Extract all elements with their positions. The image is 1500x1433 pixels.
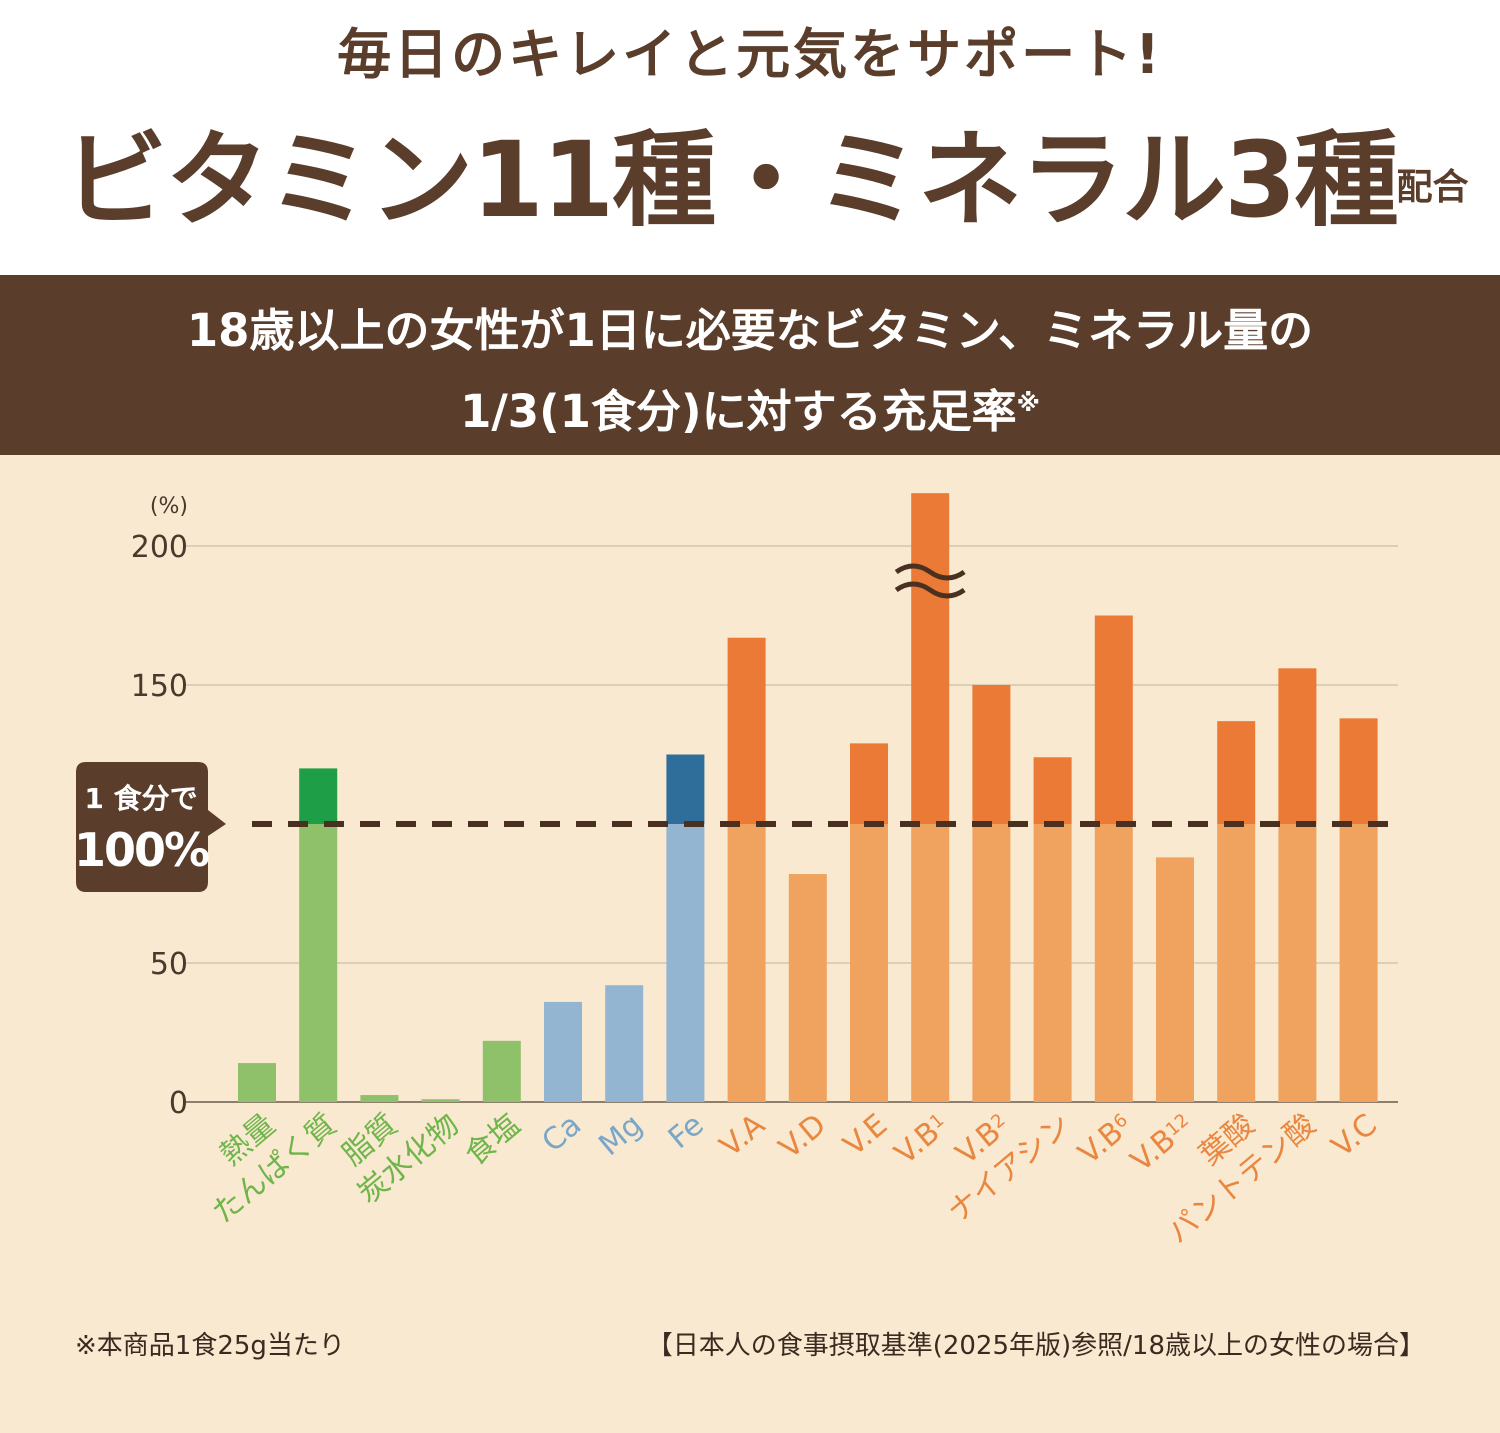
bar-V.D (788, 874, 827, 1102)
bar-excess-V.E (850, 743, 888, 824)
callout-line2: 100% (74, 823, 209, 877)
y-tick-label: 200 (131, 530, 188, 565)
x-tick-label: ナイアシン (941, 1107, 1077, 1229)
axis-break-icon (894, 581, 966, 599)
x-tick-label: V.E (837, 1107, 894, 1163)
y-tick-label: 0 (169, 1086, 188, 1121)
chart-title-line2: 1/3(1食分)に対する充足率 (460, 385, 1017, 438)
bar-食塩 (482, 1040, 521, 1102)
footer-note: ※本商品1食25g当たり (75, 1331, 345, 1361)
bar-Ca (544, 1001, 582, 1102)
bar-excess-パントテン酸 (1278, 668, 1317, 824)
bar-V.A (727, 824, 766, 1102)
headline-main: ビタミン11種・ミネラル3種 (63, 119, 1398, 241)
bar-excess-V.B6 (1094, 615, 1133, 824)
tagline: 毎日のキレイと元気をサポート! (337, 23, 1163, 86)
bar-excess-たんぱく質 (299, 768, 338, 824)
bar-excess-Fe (666, 754, 705, 824)
header: 毎日のキレイと元気をサポート! ビタミン11種・ミネラル3種配合 (0, 0, 1500, 275)
x-tick-label: V.B6 (1072, 1107, 1139, 1171)
x-tick-label: 食塩 (458, 1107, 526, 1172)
headline-suffix: 配合 (1396, 166, 1469, 208)
bar-V.B2 (972, 824, 1011, 1102)
bar-V.B1 (911, 824, 950, 1102)
bar-パントテン酸 (1278, 824, 1317, 1102)
callout-line1: 1 食分で (84, 782, 197, 815)
bar-V.E (850, 824, 888, 1102)
bar-葉酸 (1217, 824, 1256, 1102)
bar-excess-V.B1 (911, 493, 950, 824)
x-tick-label: V.C (1325, 1107, 1384, 1164)
x-tick-label: Ca (536, 1107, 589, 1159)
chart-title-line1: 18歳以上の女性が1日に必要なビタミン、ミネラル量の (186, 304, 1314, 357)
bar-excess-V.B2 (972, 685, 1011, 824)
bar-ナイアシン (1033, 824, 1072, 1102)
x-tick-label: V.B1 (888, 1107, 955, 1171)
y-axis-label: (%) (150, 494, 188, 519)
x-tick-label: V.A (713, 1107, 772, 1164)
bar-V.C (1339, 824, 1378, 1102)
headline: ビタミン11種・ミネラル3種配合 (0, 95, 1500, 246)
bar-脂質 (360, 1095, 399, 1102)
x-tick-label: Fe (662, 1107, 711, 1156)
bar-excess-葉酸 (1217, 721, 1256, 824)
bar-Mg (605, 985, 644, 1102)
bar-V.B6 (1094, 824, 1133, 1102)
bar-excess-V.A (727, 637, 766, 824)
bar-excess-ナイアシン (1033, 757, 1072, 824)
footer-reference: 【日本人の食事摂取基準(2025年版)参照/18歳以上の女性の場合】 (646, 1331, 1425, 1361)
footnote-mark: ※ (1016, 389, 1040, 417)
bar-V.B12 (1156, 857, 1194, 1102)
bar-たんぱく質 (299, 824, 338, 1102)
x-tick-label: Mg (592, 1107, 649, 1163)
bar-熱量 (238, 1063, 276, 1102)
x-tick-label: V.B12 (1124, 1107, 1200, 1179)
bar-excess-V.C (1339, 718, 1378, 824)
bar-炭水化物 (421, 1099, 460, 1102)
chart-title-band: 18歳以上の女性が1日に必要なビタミン、ミネラル量の 1/3(1食分)に対する充… (0, 275, 1500, 455)
y-tick-label: 50 (150, 947, 188, 982)
x-tick-label: V.D (773, 1107, 833, 1165)
y-tick-label: 150 (131, 669, 188, 704)
axis-break-icon (894, 563, 966, 581)
callout-100-percent: 1 食分で 100% (74, 762, 226, 892)
bar-Fe (666, 824, 705, 1102)
